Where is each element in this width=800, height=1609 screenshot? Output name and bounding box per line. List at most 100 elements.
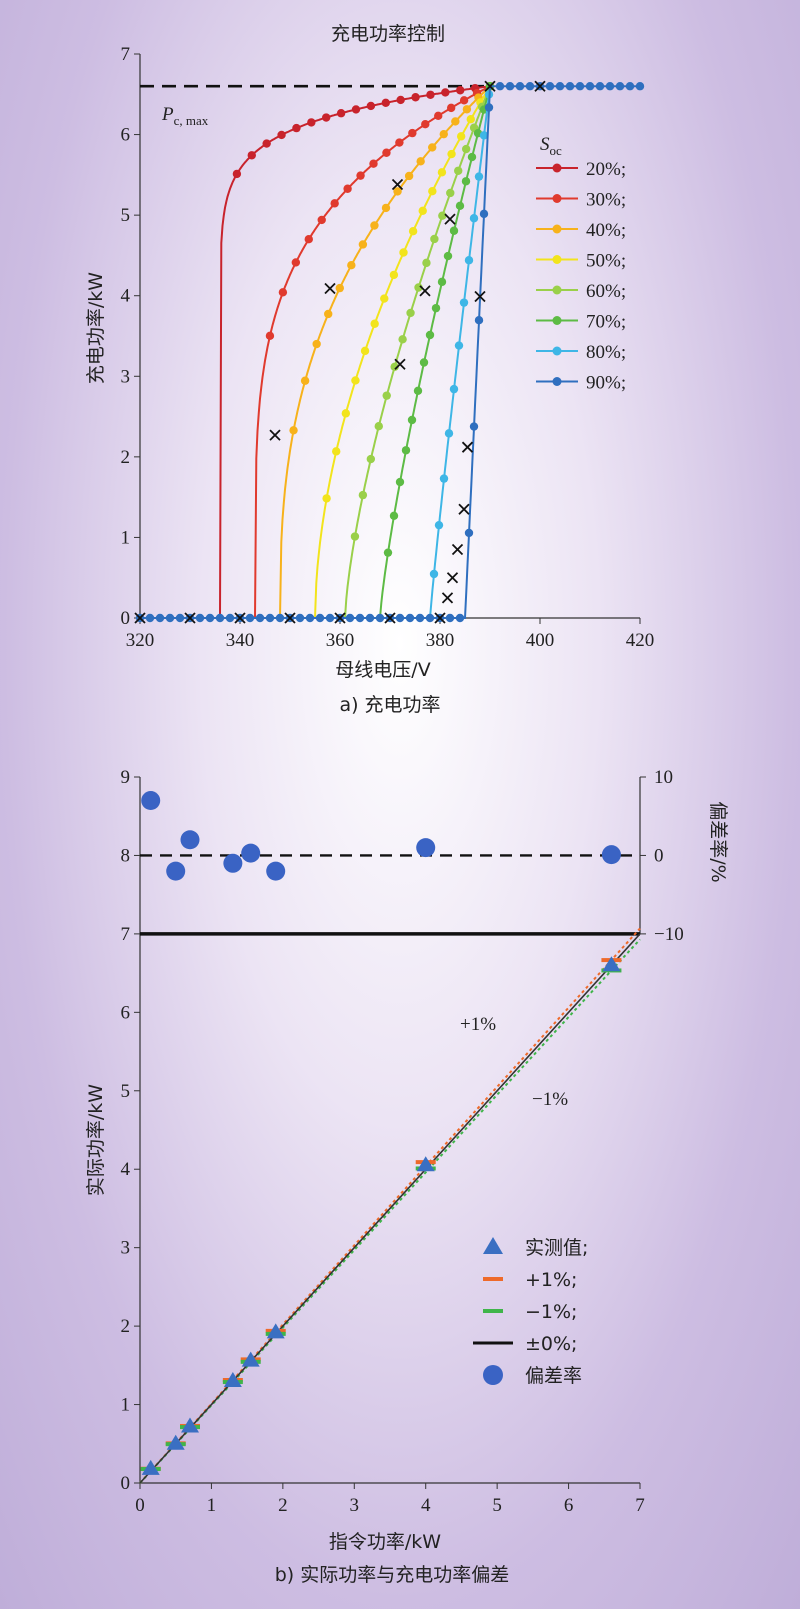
chart-a-data-point xyxy=(406,308,415,318)
chart-a-x-marker xyxy=(474,290,486,303)
chart-a-data-point xyxy=(262,139,271,148)
chart-a-data-point xyxy=(456,86,465,95)
chart-a-x-marker-stroke xyxy=(134,612,146,624)
chart-a-x-marker-stroke xyxy=(458,503,470,515)
chart-a-data-point xyxy=(358,240,368,249)
chart-a-data-point xyxy=(454,166,463,175)
chart-b-annotation-plus: +1% xyxy=(460,1014,496,1035)
chart-a-data-point xyxy=(335,283,344,293)
chart-b-y-tick-label: 2 xyxy=(121,1316,131,1337)
chart-a-data-point xyxy=(390,362,399,372)
chart-a-xlabel: 母线电压/V xyxy=(335,659,430,681)
chart-a-data-point xyxy=(415,613,425,623)
chart-a-series-line xyxy=(140,86,491,619)
chart-a-data-point xyxy=(446,188,455,198)
chart-a-data-point xyxy=(381,98,390,108)
chart-a-data-point xyxy=(434,520,444,530)
chart-a-data-point xyxy=(605,82,615,91)
chart-a-data-point xyxy=(350,532,360,541)
chart-b-plus1-line xyxy=(139,927,641,1484)
chart-a-series xyxy=(140,82,495,619)
chart-a-y-tick-label: 5 xyxy=(121,205,131,226)
chart-a-data-point xyxy=(474,172,484,181)
chart-a-data-point xyxy=(322,113,331,122)
chart-a-data-point xyxy=(446,103,456,113)
chart-a-data-point xyxy=(322,494,331,503)
chart-b-y-tick-label: 9 xyxy=(121,767,131,788)
chart-a-data-point xyxy=(404,171,414,181)
chart-a-x-marker-stroke xyxy=(234,612,246,624)
chart-a-data-point xyxy=(195,613,205,623)
chart-b-measured-point xyxy=(141,1459,160,1475)
chart-b-measured-point xyxy=(416,1156,435,1172)
chart-a-data-point xyxy=(462,105,472,114)
chart-a-series xyxy=(140,82,495,619)
chart-a-series xyxy=(140,86,494,619)
chart-b-y-tick-label: 6 xyxy=(121,1002,131,1023)
chart-a-pmax-sub: c, max xyxy=(174,113,209,128)
chart-a-data-point xyxy=(443,251,453,261)
chart-a-legend-marker xyxy=(552,316,562,325)
chart-a-legend-label: 20%; xyxy=(586,159,626,180)
chart-b-deviation-point xyxy=(166,861,186,881)
chart-a-data-point xyxy=(245,613,255,623)
chart-a-data-point xyxy=(355,613,365,623)
chart-b-legend-label: 实测值; xyxy=(525,1237,588,1259)
chart-a-data-point xyxy=(381,203,391,213)
chart-a-data-point xyxy=(438,211,447,220)
chart-a-x-marker-stroke xyxy=(451,543,464,556)
chart-a-data-point xyxy=(428,143,437,152)
chart-a-data-point xyxy=(464,256,474,265)
chart-a-data-point xyxy=(305,613,315,623)
chart-a-caption: a) 充电功率 xyxy=(339,694,440,716)
chart-a-x-marker xyxy=(334,612,346,624)
chart-b-annotation-minus: −1% xyxy=(532,1089,568,1110)
chart-a-data-point xyxy=(275,613,285,623)
chart-b-deviation-point xyxy=(223,853,243,873)
chart-a-x-marker-stroke xyxy=(444,213,456,225)
chart-a-data-point xyxy=(365,613,375,623)
chart-a-data-point xyxy=(555,82,565,91)
chart-a-data-point xyxy=(411,93,420,102)
chart-a-data-point xyxy=(395,138,404,147)
chart-b-legend-marker xyxy=(483,1277,503,1281)
chart-b-measured-point xyxy=(266,1323,285,1339)
chart-a-x-marker xyxy=(446,572,459,584)
chart-a-x-marker xyxy=(534,80,546,92)
chart-a-data-point xyxy=(585,82,595,91)
chart-b-legend-marker xyxy=(483,1237,503,1254)
chart-a-data-point xyxy=(399,248,408,257)
chart-b-x-tick-label: 0 xyxy=(135,1495,145,1516)
chart-a-series xyxy=(140,82,495,619)
chart-a-legend-label: 70%; xyxy=(586,312,626,333)
chart-b-y2label: 偏差率/% xyxy=(707,801,729,882)
chart-a-data-point xyxy=(330,199,339,208)
chart-b-measured-point xyxy=(241,1351,260,1367)
chart-a-x-marker xyxy=(441,592,454,604)
chart-b-deviation-point xyxy=(416,838,436,858)
chart-a-data-point xyxy=(341,409,351,418)
chart-a-data-point xyxy=(347,260,356,270)
chart-a-data-point xyxy=(479,131,489,140)
chart-a-legend-title-sub: oc xyxy=(550,143,563,158)
chart-a-x-marker xyxy=(419,285,431,297)
chart-a-x-marker xyxy=(434,612,446,624)
chart-a-data-point xyxy=(360,346,370,356)
chart-a-data-point xyxy=(175,613,185,623)
chart-a-data-point xyxy=(437,168,447,177)
chart-a-data-point xyxy=(545,82,555,91)
chart-a-x-marker-stroke xyxy=(419,285,431,297)
chart-a-data-point xyxy=(454,341,464,350)
chart-a-legend-marker xyxy=(552,224,562,234)
chart-b-y-tick-label: 0 xyxy=(121,1473,131,1494)
chart-a-data-point xyxy=(461,144,471,154)
chart-a-x-tick-label: 360 xyxy=(326,630,355,651)
chart-b-caption: b) 实际功率与充电功率偏差 xyxy=(275,1564,510,1586)
chart-a-data-point xyxy=(278,288,288,297)
chart-a-data-point xyxy=(265,331,275,341)
chart-a-data-point xyxy=(145,613,155,623)
chart-a-data-point xyxy=(439,474,449,483)
chart-a-x-marker-stroke xyxy=(434,612,446,624)
chart-a-x-tick-label: 320 xyxy=(126,630,155,651)
